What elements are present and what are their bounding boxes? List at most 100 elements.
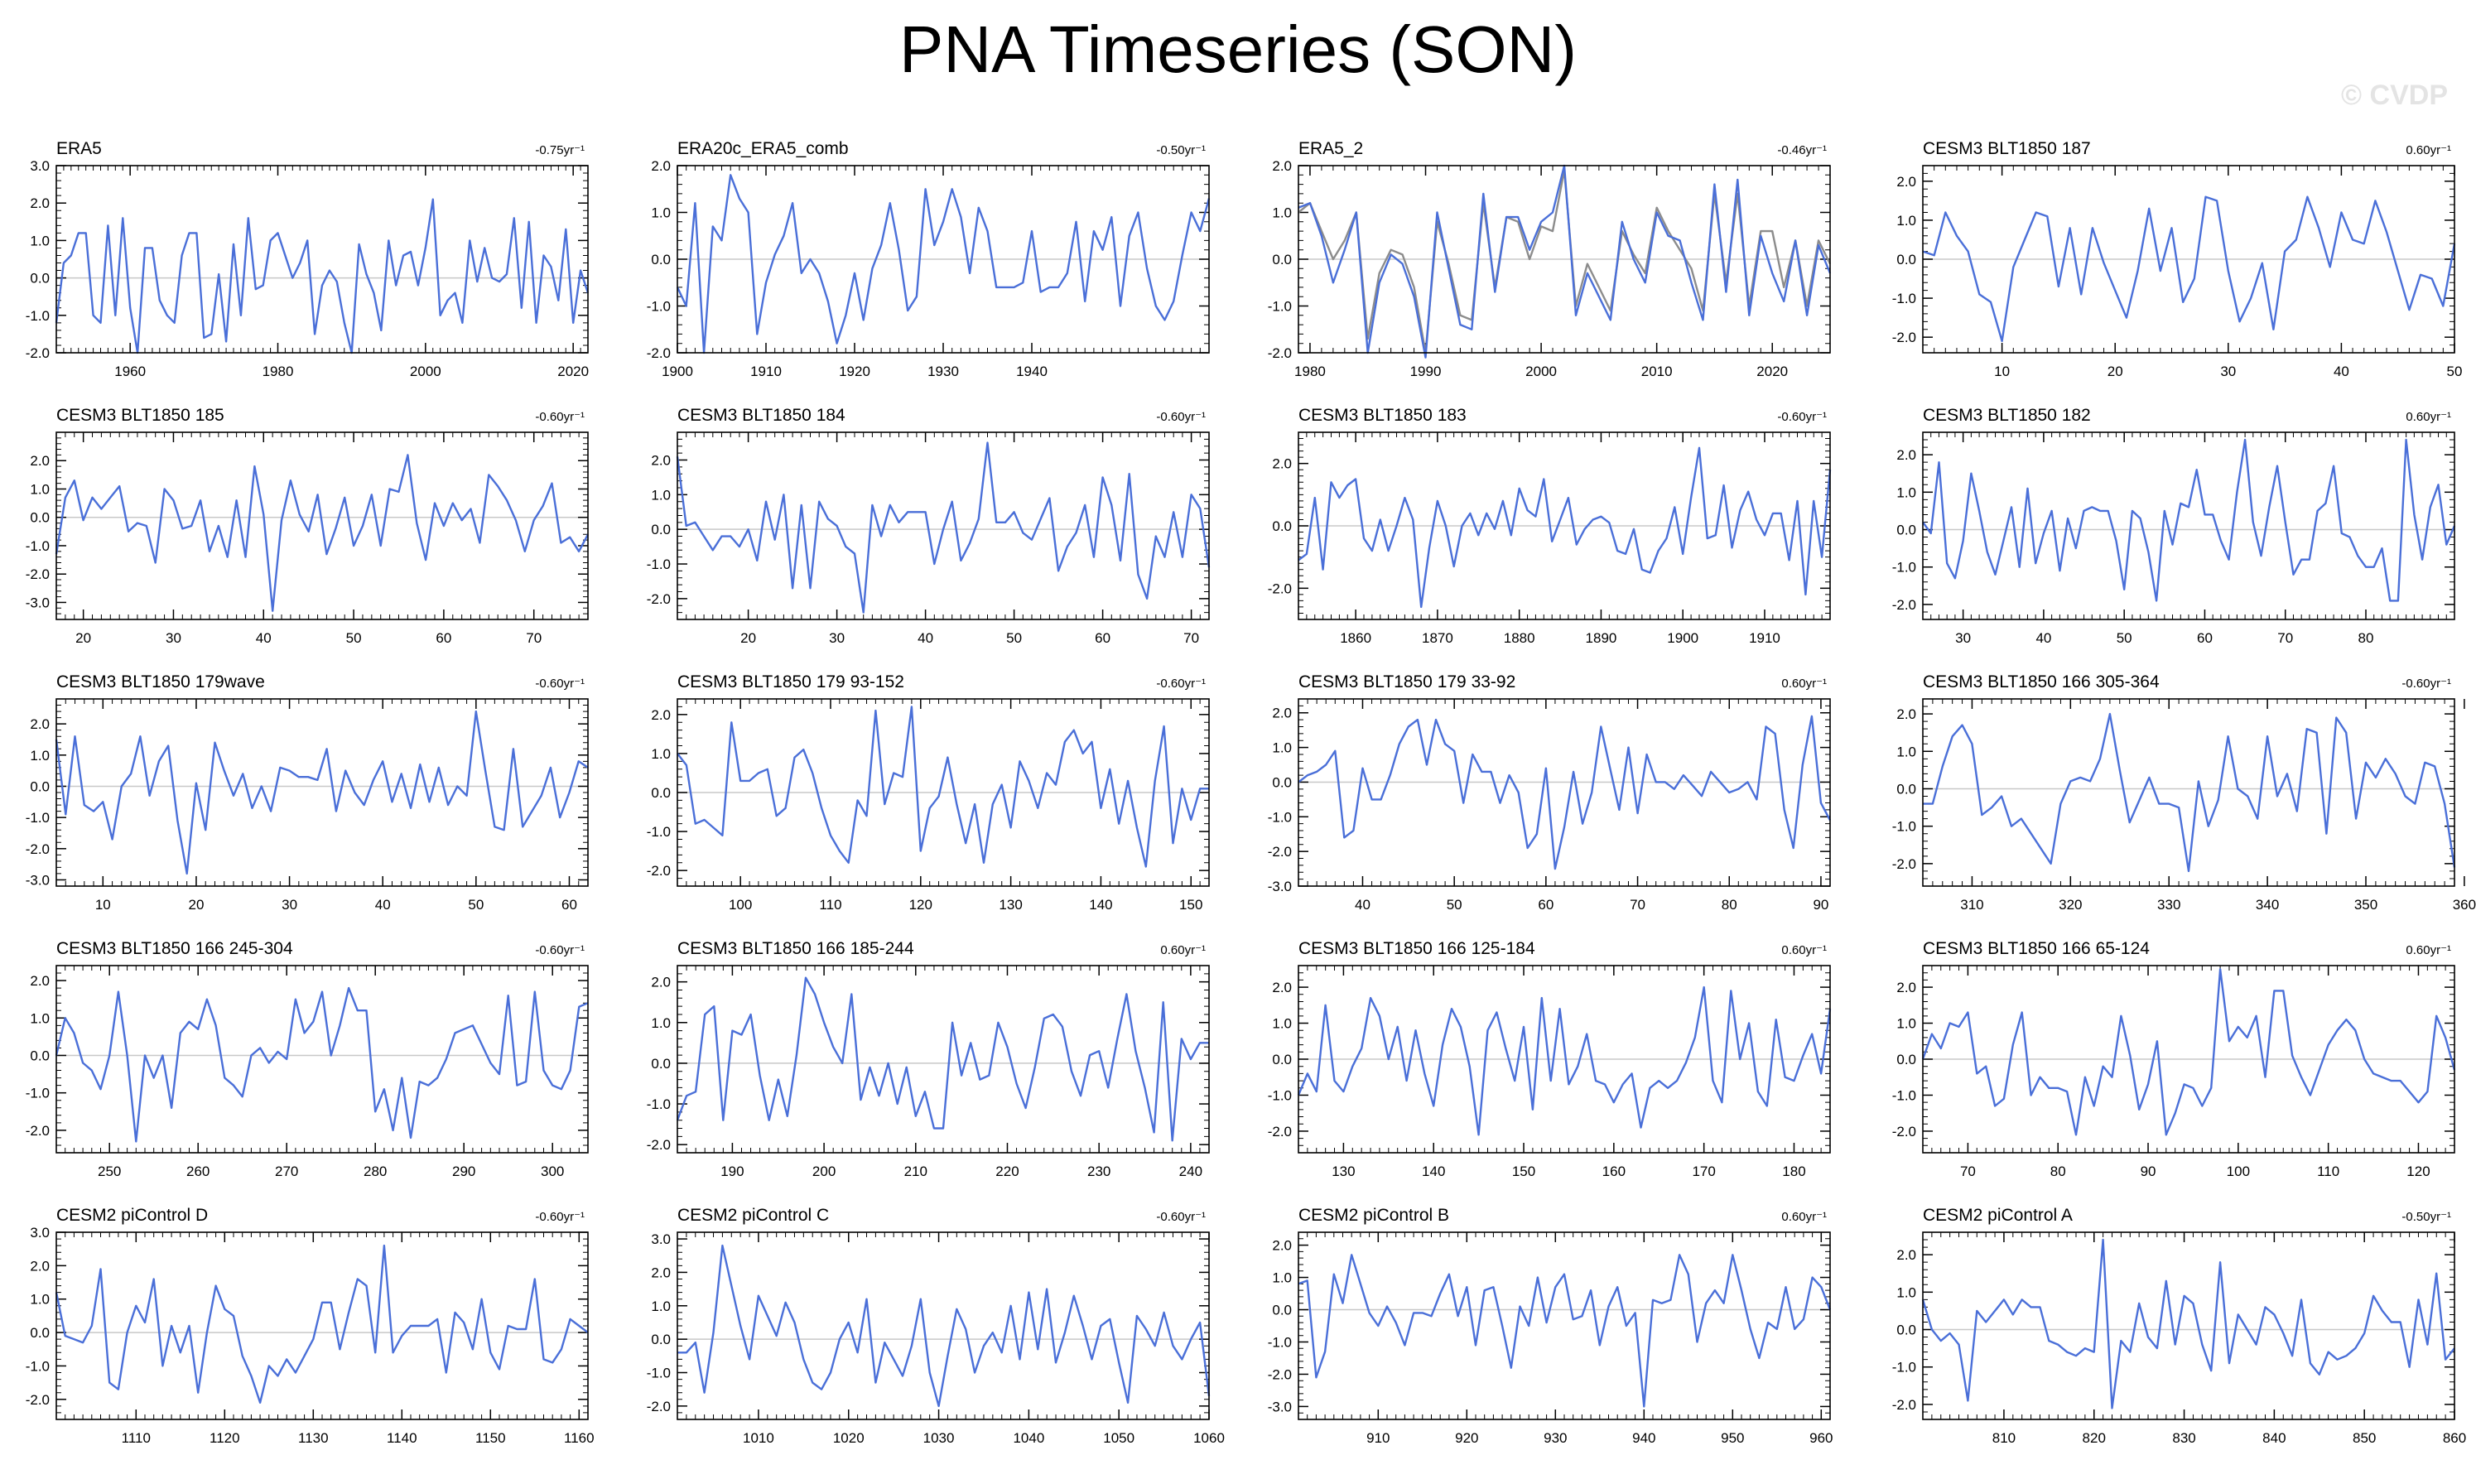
y-tick-label: 2.0 bbox=[1896, 174, 1916, 190]
y-tick-label: 2.0 bbox=[1272, 456, 1292, 472]
panel-title: CESM3 BLT1850 185 bbox=[56, 406, 224, 425]
x-tick-label: 40 bbox=[1355, 897, 1370, 913]
x-tick-label: 210 bbox=[904, 1164, 927, 1179]
chart-panel: CESM3 BLT1850 187 0.60yr⁻¹ 10 20 30 40 50 -2.0 -… bbox=[1892, 139, 2463, 379]
y-tick-label: 1.0 bbox=[651, 1015, 671, 1031]
chart-panel: ERA20c_ERA5_comb -0.50yr⁻¹ 1900 1910 1920 193… bbox=[647, 139, 1211, 379]
plot-frame bbox=[55, 431, 589, 620]
x-tick-label: 80 bbox=[2358, 630, 2374, 646]
y-tick-label: 1.0 bbox=[1272, 740, 1292, 756]
y-tick-label: 1.0 bbox=[1896, 1016, 1916, 1032]
y-tick-label: 1.0 bbox=[30, 481, 50, 497]
y-tick-label: -2.0 bbox=[647, 1399, 671, 1414]
x-tick-label: 180 bbox=[1782, 1164, 1805, 1179]
panel-title: CESM3 BLT1850 182 bbox=[1923, 406, 2091, 425]
panel-trend: -0.50yr⁻¹ bbox=[2401, 1210, 2451, 1224]
y-tick-label: 0.0 bbox=[651, 785, 671, 801]
x-tick-label: 50 bbox=[2117, 630, 2132, 646]
y-tick-label: -1.0 bbox=[26, 538, 50, 554]
x-tick-label: 1980 bbox=[263, 364, 294, 379]
x-tick-label: 830 bbox=[2172, 1430, 2195, 1446]
x-tick-label: 40 bbox=[2035, 630, 2051, 646]
x-tick-label: 250 bbox=[98, 1164, 121, 1179]
x-tick-label: 840 bbox=[2262, 1430, 2286, 1446]
x-tick-label: 60 bbox=[1095, 630, 1110, 646]
plot-frame bbox=[55, 965, 589, 1154]
x-tick-label: 30 bbox=[1955, 630, 1971, 646]
panel-trend: -0.75yr⁻¹ bbox=[535, 143, 585, 157]
x-tick-label: 50 bbox=[2447, 364, 2463, 379]
y-tick-label: 0.0 bbox=[1272, 252, 1292, 267]
x-tick-label: 1140 bbox=[387, 1430, 417, 1446]
x-tick-label: 30 bbox=[166, 630, 181, 646]
y-tick-label: 1.0 bbox=[651, 487, 671, 503]
y-tick-label: -1.0 bbox=[1892, 819, 1916, 835]
y-tick-label: -2.0 bbox=[26, 1123, 50, 1139]
x-tick-label: 150 bbox=[1512, 1164, 1535, 1179]
chart-panel: CESM3 BLT1850 166 185-244 0.60yr⁻¹ 190 200 2… bbox=[647, 939, 1210, 1179]
series-line bbox=[676, 174, 1211, 354]
x-tick-label: 1030 bbox=[923, 1430, 955, 1446]
x-tick-label: 20 bbox=[2107, 364, 2123, 379]
x-tick-label: 80 bbox=[2050, 1164, 2066, 1179]
y-tick-label: 2.0 bbox=[651, 707, 671, 723]
x-tick-label: 1130 bbox=[298, 1430, 329, 1446]
x-tick-label: 130 bbox=[1332, 1164, 1355, 1179]
x-tick-label: 140 bbox=[1422, 1164, 1445, 1179]
panel-trend: 0.60yr⁻¹ bbox=[2406, 410, 2451, 424]
chart-panel: CESM3 BLT1850 179 33-92 0.60yr⁻¹ 40 50 60 70 8… bbox=[1268, 672, 1832, 913]
y-tick-label: 0.0 bbox=[1896, 1052, 1916, 1067]
y-tick-label: -2.0 bbox=[647, 591, 671, 607]
x-tick-label: 1960 bbox=[114, 364, 146, 379]
y-minor-ticks bbox=[1923, 431, 2454, 620]
series-line bbox=[1922, 438, 2456, 602]
x-tick-label: 30 bbox=[2220, 364, 2236, 379]
x-tick-label: 220 bbox=[995, 1164, 1019, 1179]
x-tick-label: 60 bbox=[1538, 897, 1554, 913]
x-tick-label: 320 bbox=[2059, 897, 2082, 913]
y-tick-label: 0.0 bbox=[1896, 1323, 1916, 1338]
y-tick-label: 2.0 bbox=[1272, 1238, 1292, 1254]
panel-trend: 0.60yr⁻¹ bbox=[2406, 943, 2451, 957]
x-tick-label: 1110 bbox=[122, 1430, 151, 1446]
x-tick-label: 280 bbox=[364, 1164, 387, 1179]
y-minor-ticks bbox=[1923, 698, 2454, 887]
y-tick-label: -2.0 bbox=[26, 841, 50, 857]
plot-frame bbox=[55, 698, 589, 887]
x-tick-label: 1890 bbox=[1586, 630, 1617, 646]
y-tick-label: -2.0 bbox=[647, 1137, 671, 1153]
x-tick-label: 270 bbox=[275, 1164, 298, 1179]
panel-trend: 0.60yr⁻¹ bbox=[1160, 943, 1206, 957]
panel-trend: -0.60yr⁻¹ bbox=[1156, 677, 1206, 691]
panel-title: CESM3 BLT1850 183 bbox=[1298, 406, 1467, 425]
x-tick-label: 130 bbox=[999, 897, 1022, 913]
y-tick-label: -1.0 bbox=[647, 299, 671, 315]
x-tick-label: 230 bbox=[1087, 1164, 1110, 1179]
x-tick-label: 1980 bbox=[1294, 364, 1326, 379]
series-line bbox=[1298, 164, 1832, 359]
x-tick-label: 150 bbox=[1179, 897, 1202, 913]
y-tick-label: 2.0 bbox=[1896, 980, 1916, 995]
x-tick-label: 70 bbox=[2277, 630, 2293, 646]
plot-frame bbox=[1298, 965, 1831, 1154]
x-tick-label: 1930 bbox=[927, 364, 959, 379]
y-tick-label: 2.0 bbox=[1272, 158, 1292, 174]
x-tick-label: 10 bbox=[1994, 364, 2010, 379]
y-tick-label: 1.0 bbox=[30, 1292, 50, 1308]
x-tick-label: 40 bbox=[375, 897, 391, 913]
x-tick-label: 910 bbox=[1366, 1430, 1390, 1446]
chart-panel: CESM3 BLT1850 182 0.60yr⁻¹ 30 40 50 60 70 80 -2.… bbox=[1892, 406, 2456, 646]
chart-panel: CESM3 BLT1850 183 -0.60yr⁻¹ 1860 1870 1880 18… bbox=[1268, 406, 1832, 646]
y-tick-label: 0.0 bbox=[30, 271, 50, 287]
chart-panel: CESM3 BLT1850 166 245-304 -0.60yr⁻¹ 250 260… bbox=[26, 939, 589, 1179]
series-line bbox=[677, 706, 1209, 868]
y-tick-label: 1.0 bbox=[1896, 213, 1916, 229]
series-line bbox=[676, 976, 1209, 1142]
x-tick-label: 170 bbox=[1692, 1164, 1715, 1179]
chart-panel: CESM3 BLT1850 179 93-152 -0.60yr⁻¹ 100 110 1… bbox=[647, 672, 1210, 913]
x-tick-label: 350 bbox=[2354, 897, 2377, 913]
x-tick-label: 360 bbox=[2453, 897, 2476, 913]
chart-panel: CESM2 piControl D -0.60yr⁻¹ 1110 1120 1130 11… bbox=[26, 1206, 595, 1446]
plot-frame bbox=[1922, 1231, 2455, 1420]
x-tick-label: 300 bbox=[541, 1164, 564, 1179]
